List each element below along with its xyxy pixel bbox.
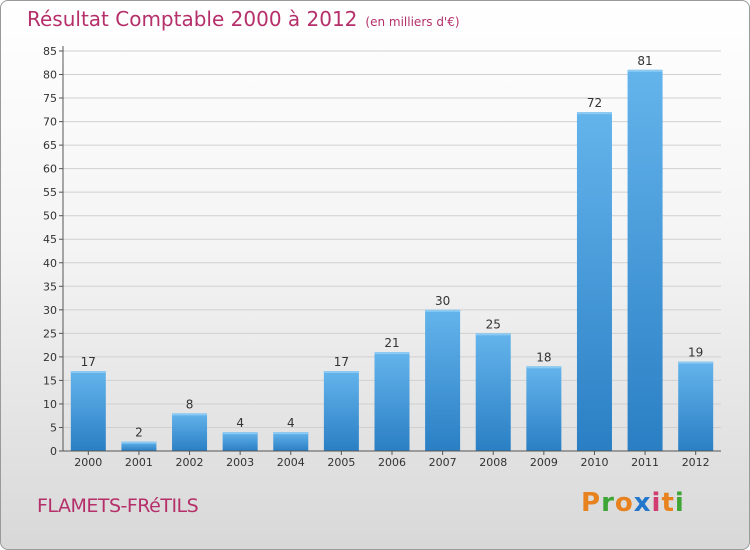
logo-letter: i [674, 488, 685, 518]
bar-highlight [526, 366, 562, 369]
data-label: 25 [486, 317, 501, 331]
data-label: 19 [688, 346, 703, 360]
data-label: 18 [536, 350, 551, 364]
bar [70, 371, 106, 451]
bar [273, 432, 309, 451]
y-tick-label: 15 [43, 374, 57, 387]
bar [121, 441, 157, 451]
bar [627, 69, 663, 451]
bar-highlight [70, 371, 106, 373]
data-label: 17 [334, 355, 349, 369]
y-tick-label: 45 [43, 233, 57, 246]
y-tick-label: 35 [43, 280, 57, 293]
bar-highlight [576, 112, 612, 115]
data-label: 21 [384, 336, 399, 350]
logo-letter: r [601, 488, 615, 518]
y-tick-label: 10 [43, 398, 57, 411]
place-name: FLAMETS-FRéTILS [37, 495, 199, 517]
bar-highlight [678, 361, 714, 364]
y-tick-label: 80 [43, 69, 57, 82]
y-tick-label: 55 [43, 186, 57, 199]
bar-highlight [475, 333, 511, 336]
y-tick-label: 0 [50, 445, 57, 458]
bar [678, 361, 714, 451]
proxiti-logo: Proxiti [581, 488, 685, 518]
x-tick-label: 2007 [429, 456, 457, 469]
y-tick-label: 85 [43, 45, 57, 58]
logo-letter: t [661, 488, 675, 518]
bar-highlight [172, 413, 208, 416]
bar-highlight [374, 352, 410, 355]
x-tick-label: 2002 [176, 456, 204, 469]
data-label: 17 [81, 355, 96, 369]
x-tick-label: 2011 [631, 456, 659, 469]
bar-highlight [121, 441, 157, 444]
y-tick-label: 60 [43, 163, 57, 176]
data-label: 8 [186, 397, 194, 411]
bar [374, 352, 410, 451]
y-tick-label: 40 [43, 257, 57, 270]
bar [222, 432, 258, 451]
data-label: 72 [587, 96, 602, 110]
x-tick-label: 2005 [327, 456, 355, 469]
bar-highlight [627, 69, 663, 72]
unit-label: (en milliers d'€) [365, 15, 460, 29]
logo-letter: i [651, 488, 662, 518]
bar [475, 333, 511, 451]
y-tick-label: 25 [43, 327, 57, 340]
bar-highlight [323, 371, 359, 373]
data-label: 81 [637, 54, 652, 68]
y-tick-label: 75 [43, 92, 57, 105]
bar [576, 112, 612, 452]
y-tick-label: 30 [43, 304, 57, 317]
data-label: 2 [135, 426, 143, 440]
y-tick-label: 65 [43, 139, 57, 152]
y-tick-label: 20 [43, 351, 57, 364]
data-label: 4 [236, 416, 244, 430]
y-tick-label: 70 [43, 116, 57, 129]
chart-title: Résultat Comptable 2000 à 2012 (en millie… [27, 7, 460, 31]
bar [425, 309, 461, 451]
x-tick-label: 2001 [125, 456, 153, 469]
bar-highlight [273, 432, 309, 435]
x-tick-label: 2008 [479, 456, 507, 469]
bar [172, 413, 208, 451]
x-tick-label: 2009 [530, 456, 558, 469]
x-tick-label: 2004 [277, 456, 305, 469]
bar-highlight [425, 309, 461, 312]
x-tick-label: 2012 [682, 456, 710, 469]
y-tick-label: 5 [50, 421, 57, 434]
bar [526, 366, 562, 451]
x-tick-label: 2010 [580, 456, 608, 469]
bar-highlight [222, 432, 258, 435]
x-tick-label: 2006 [378, 456, 406, 469]
data-label: 4 [287, 416, 295, 430]
logo-letter: x [633, 488, 652, 518]
logo-letter: o [614, 488, 634, 518]
logo-letter: P [581, 488, 602, 518]
x-tick-label: 2003 [226, 456, 254, 469]
y-tick-label: 50 [43, 210, 57, 223]
title-text: Résultat Comptable 2000 à 2012 [27, 7, 358, 31]
bar [323, 371, 359, 451]
x-tick-label: 2000 [74, 456, 102, 469]
data-label: 30 [435, 294, 450, 308]
